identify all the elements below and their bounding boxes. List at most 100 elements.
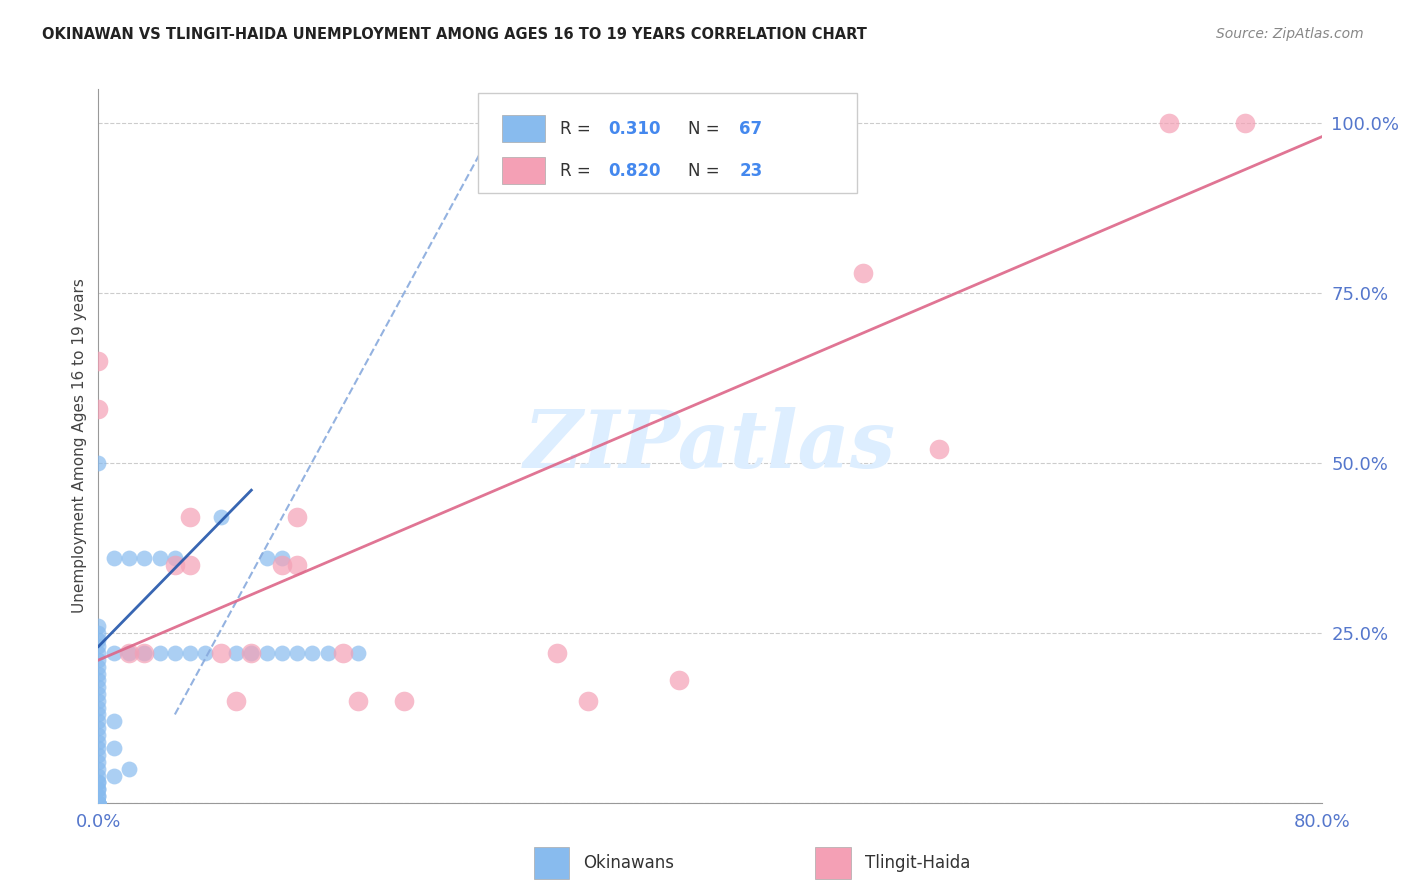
- Point: [1234, 116, 1257, 130]
- Point: [285, 558, 308, 572]
- Point: [852, 266, 875, 280]
- Point: [194, 646, 217, 660]
- Point: [225, 646, 247, 660]
- Point: [134, 646, 156, 660]
- Point: [163, 558, 186, 572]
- Text: OKINAWAN VS TLINGIT-HAIDA UNEMPLOYMENT AMONG AGES 16 TO 19 YEARS CORRELATION CHA: OKINAWAN VS TLINGIT-HAIDA UNEMPLOYMENT A…: [42, 27, 868, 42]
- Point: [256, 551, 278, 566]
- Point: [87, 796, 110, 810]
- Point: [163, 646, 186, 660]
- Point: [240, 646, 263, 660]
- Point: [87, 748, 110, 763]
- Point: [87, 632, 110, 647]
- Point: [87, 796, 110, 810]
- Point: [87, 619, 110, 633]
- Point: [87, 728, 110, 742]
- Point: [87, 456, 110, 470]
- Point: [347, 694, 370, 708]
- Point: [103, 741, 125, 756]
- Point: [87, 762, 110, 776]
- Point: [332, 646, 354, 660]
- Point: [87, 646, 110, 660]
- FancyBboxPatch shape: [502, 115, 546, 143]
- Point: [134, 646, 156, 660]
- Point: [179, 646, 201, 660]
- Point: [87, 680, 110, 694]
- Point: [87, 687, 110, 701]
- Text: Okinawans: Okinawans: [583, 855, 675, 872]
- Point: [209, 646, 232, 660]
- Text: N =: N =: [688, 120, 725, 137]
- Point: [87, 626, 110, 640]
- Point: [270, 558, 292, 572]
- Text: 67: 67: [740, 120, 762, 137]
- Point: [285, 646, 308, 660]
- Point: [179, 558, 201, 572]
- Point: [103, 769, 125, 783]
- Point: [87, 741, 110, 756]
- Point: [87, 796, 110, 810]
- Point: [87, 769, 110, 783]
- Point: [103, 646, 125, 660]
- Point: [87, 755, 110, 769]
- Point: [87, 796, 110, 810]
- Point: [87, 707, 110, 722]
- Text: ZIPatlas: ZIPatlas: [524, 408, 896, 484]
- Point: [87, 789, 110, 803]
- Point: [87, 789, 110, 803]
- Point: [87, 700, 110, 714]
- Point: [285, 510, 308, 524]
- Text: R =: R =: [560, 120, 596, 137]
- Point: [87, 653, 110, 667]
- Text: 0.310: 0.310: [609, 120, 661, 137]
- Point: [118, 551, 141, 566]
- Point: [149, 646, 172, 660]
- Point: [87, 775, 110, 789]
- Point: [87, 666, 110, 681]
- Point: [118, 646, 141, 660]
- Point: [225, 694, 247, 708]
- Point: [134, 551, 156, 566]
- Point: [87, 782, 110, 797]
- Point: [87, 796, 110, 810]
- Point: [87, 673, 110, 688]
- Text: R =: R =: [560, 161, 596, 179]
- Point: [1157, 116, 1180, 130]
- Point: [270, 646, 292, 660]
- Point: [179, 510, 201, 524]
- Point: [87, 734, 110, 748]
- Text: N =: N =: [688, 161, 725, 179]
- FancyBboxPatch shape: [478, 93, 856, 193]
- Text: 23: 23: [740, 161, 762, 179]
- Point: [87, 401, 110, 416]
- Point: [163, 551, 186, 566]
- FancyBboxPatch shape: [502, 157, 546, 184]
- Point: [87, 354, 110, 368]
- Point: [118, 646, 141, 660]
- Text: 0.820: 0.820: [609, 161, 661, 179]
- Point: [87, 660, 110, 674]
- Point: [103, 551, 125, 566]
- Point: [149, 551, 172, 566]
- Text: Tlingit-Haida: Tlingit-Haida: [865, 855, 970, 872]
- Point: [546, 646, 568, 660]
- Point: [392, 694, 416, 708]
- Point: [118, 762, 141, 776]
- Point: [87, 796, 110, 810]
- Point: [87, 782, 110, 797]
- Point: [103, 714, 125, 729]
- Point: [87, 775, 110, 789]
- Point: [270, 551, 292, 566]
- Point: [316, 646, 339, 660]
- Point: [576, 694, 599, 708]
- Point: [347, 646, 370, 660]
- Point: [87, 796, 110, 810]
- Point: [87, 796, 110, 810]
- Point: [209, 510, 232, 524]
- Text: Source: ZipAtlas.com: Source: ZipAtlas.com: [1216, 27, 1364, 41]
- Point: [87, 694, 110, 708]
- Point: [256, 646, 278, 660]
- Point: [87, 721, 110, 735]
- Point: [928, 442, 950, 457]
- Point: [87, 796, 110, 810]
